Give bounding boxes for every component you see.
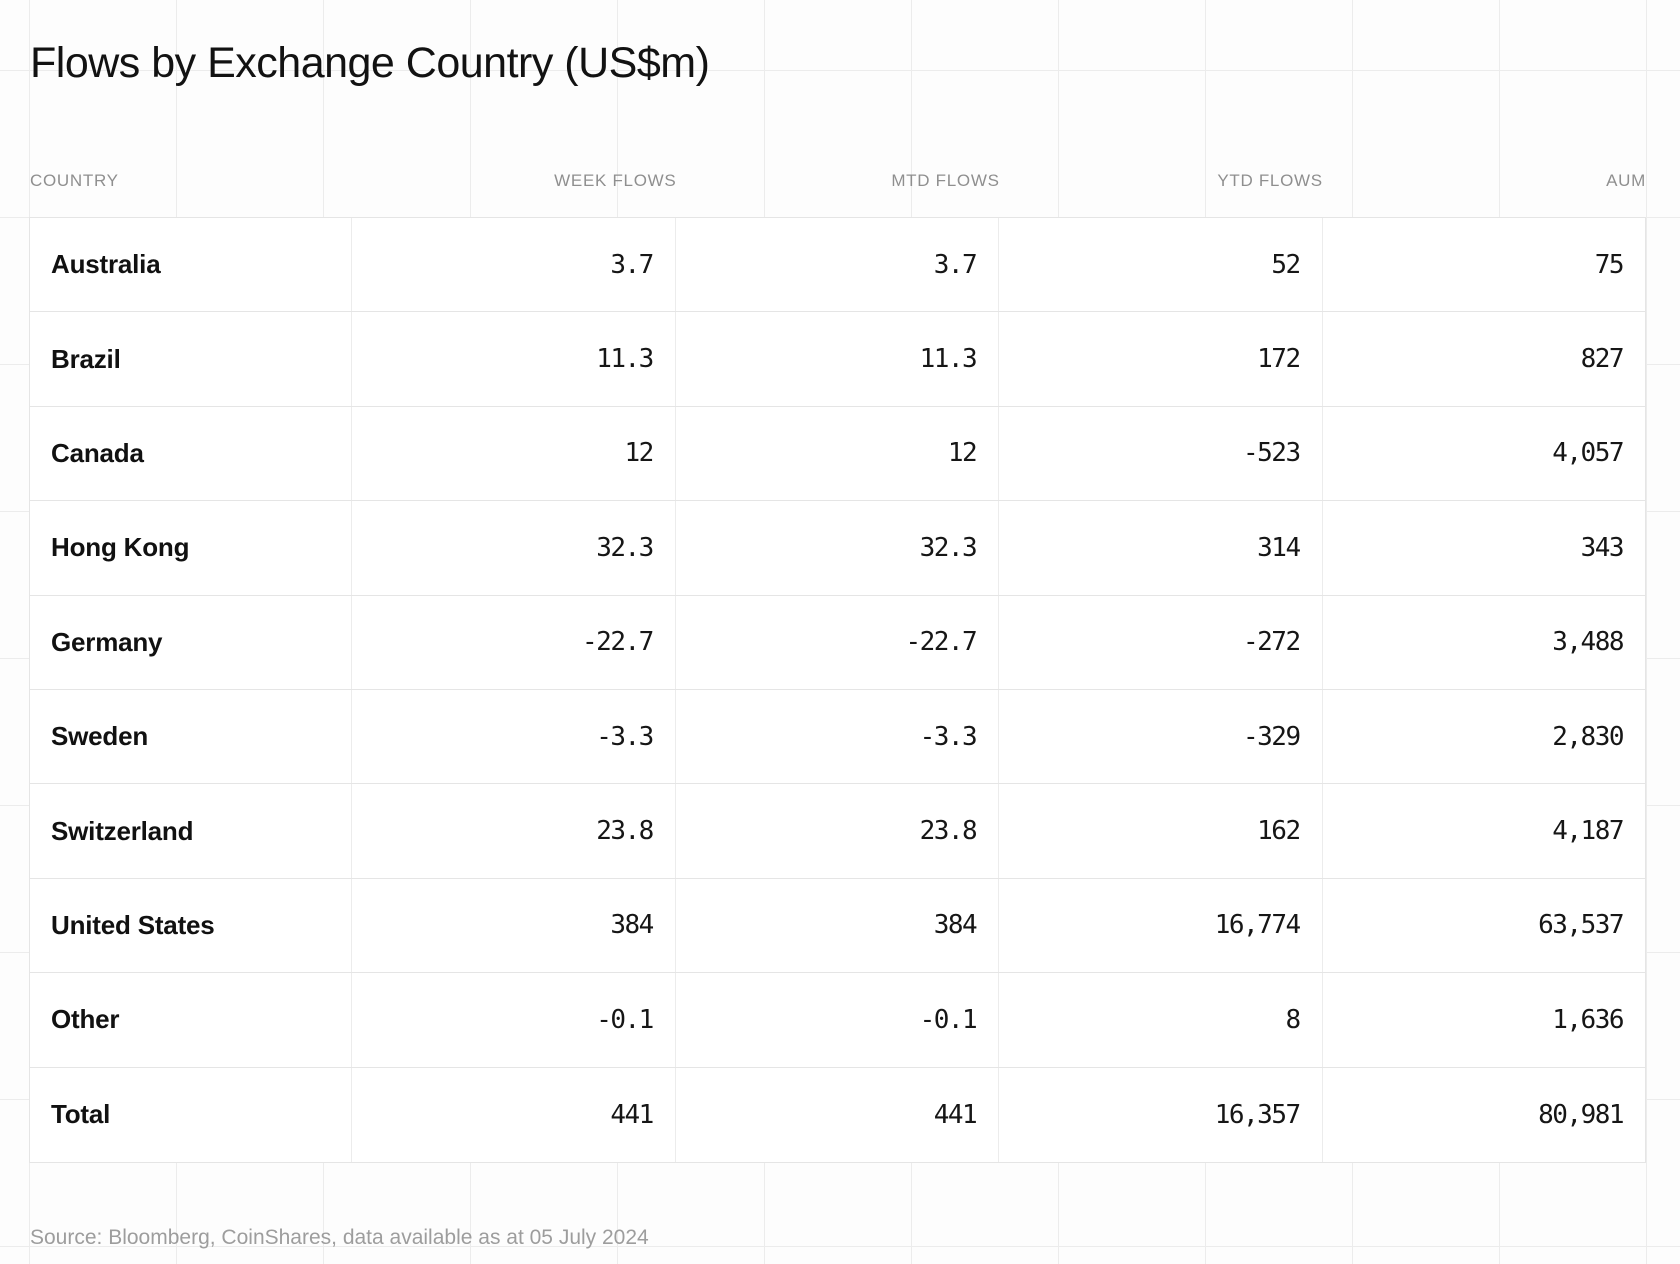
ytd-flows-cell: 16,774 [998, 878, 1321, 973]
ytd-flows-cell: -523 [998, 406, 1321, 501]
table-row: Total 441 441 16,357 80,981 [30, 1067, 1645, 1162]
table-row: Germany -22.7 -22.7 -272 3,488 [30, 595, 1645, 690]
country-cell: Sweden [51, 721, 149, 752]
mtd-flows-cell: -22.7 [674, 595, 998, 689]
week-flows-cell: 11.3 [351, 312, 674, 406]
country-cell: Australia [51, 249, 161, 280]
week-flows-cell: 3.7 [351, 218, 674, 312]
aum-cell: 4,187 [1321, 784, 1645, 878]
ytd-flows-cell: 16,357 [998, 1067, 1321, 1162]
column-header-aum: AUM [1606, 171, 1647, 190]
ytd-flows-cell: 314 [998, 501, 1321, 595]
ytd-flows-cell: 8 [998, 973, 1321, 1067]
aum-cell: 827 [1321, 312, 1645, 406]
mtd-flows-cell: 3.7 [674, 218, 998, 312]
table-row: Australia 3.7 3.7 52 75 [30, 218, 1645, 313]
table-row: Brazil 11.3 11.3 172 827 [30, 312, 1645, 407]
mtd-flows-cell: 11.3 [674, 312, 998, 406]
week-flows-cell: 32.3 [351, 501, 674, 595]
week-flows-cell: 12 [351, 406, 674, 501]
aum-cell: 63,537 [1321, 878, 1645, 973]
mtd-flows-cell: 32.3 [674, 501, 998, 595]
country-cell: Total [51, 1099, 111, 1130]
mtd-flows-cell: 384 [674, 878, 998, 973]
mtd-flows-cell: -0.1 [674, 973, 998, 1067]
country-cell: Other [51, 1004, 120, 1035]
mtd-flows-cell: 23.8 [674, 784, 998, 878]
column-header-week-flows: WEEK FLOWS [554, 171, 677, 190]
table-header-row: COUNTRY WEEK FLOWS MTD FLOWS YTD FLOWS A… [29, 140, 1646, 217]
ytd-flows-cell: 162 [998, 784, 1321, 878]
ytd-flows-cell: 172 [998, 312, 1321, 406]
ytd-flows-cell: -329 [998, 689, 1321, 784]
column-header-mtd-flows: MTD FLOWS [891, 171, 1000, 190]
week-flows-cell: 441 [351, 1067, 674, 1162]
country-cell: Brazil [51, 343, 121, 374]
table-row: Hong Kong 32.3 32.3 314 343 [30, 501, 1645, 596]
aum-cell: 3,488 [1321, 595, 1645, 689]
table-row: Switzerland 23.8 23.8 162 4,187 [30, 784, 1645, 879]
week-flows-cell: -0.1 [351, 973, 674, 1067]
aum-cell: 2,830 [1321, 689, 1645, 784]
country-cell: Hong Kong [51, 532, 190, 563]
column-header-country: COUNTRY [30, 171, 119, 190]
flows-table-body: Australia 3.7 3.7 52 75 Brazil 11.3 11.3… [29, 217, 1646, 1163]
table-row: United States 384 384 16,774 63,537 [30, 878, 1645, 974]
week-flows-cell: 23.8 [351, 784, 674, 878]
mtd-flows-cell: -3.3 [674, 689, 998, 784]
table-row: Sweden -3.3 -3.3 -329 2,830 [30, 689, 1645, 785]
table-row: Canada 12 12 -523 4,057 [30, 406, 1645, 502]
country-cell: Switzerland [51, 815, 194, 846]
source-note: Source: Bloomberg, CoinShares, data avai… [30, 1226, 649, 1249]
aum-cell: 343 [1321, 501, 1645, 595]
week-flows-cell: -22.7 [351, 595, 674, 689]
table-row: Other -0.1 -0.1 8 1,636 [30, 973, 1645, 1068]
aum-cell: 80,981 [1321, 1067, 1645, 1162]
column-header-ytd-flows: YTD FLOWS [1217, 171, 1323, 190]
mtd-flows-cell: 12 [674, 406, 998, 501]
aum-cell: 4,057 [1321, 406, 1645, 501]
week-flows-cell: -3.3 [351, 689, 674, 784]
week-flows-cell: 384 [351, 878, 674, 973]
ytd-flows-cell: -272 [998, 595, 1321, 689]
mtd-flows-cell: 441 [674, 1067, 998, 1162]
ytd-flows-cell: 52 [998, 218, 1321, 312]
country-cell: Germany [51, 626, 163, 657]
aum-cell: 1,636 [1321, 973, 1645, 1067]
page-title: Flows by Exchange Country (US$m) [30, 39, 710, 87]
country-cell: Canada [51, 437, 144, 468]
aum-cell: 75 [1321, 218, 1645, 312]
country-cell: United States [51, 909, 215, 940]
